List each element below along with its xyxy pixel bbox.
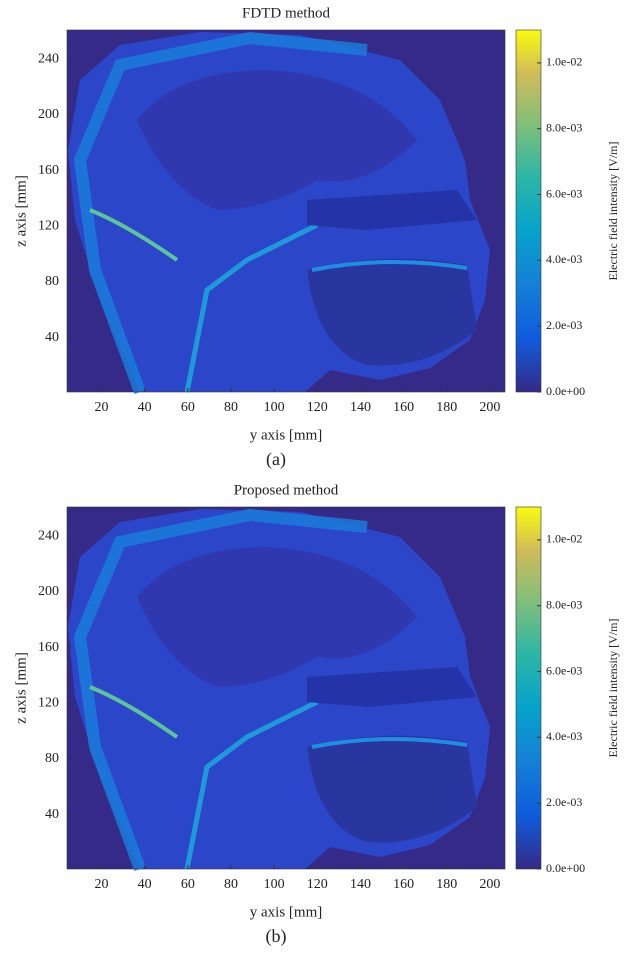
colorbar-tick-label: 0.0e+00 — [546, 861, 585, 875]
x-tick-label: 140 — [350, 877, 371, 892]
colorbar-tick-label: 1.0e-02 — [546, 55, 582, 69]
tongue-line — [311, 259, 468, 272]
x-tick-label: 20 — [95, 877, 109, 892]
airway — [184, 699, 319, 870]
colorbar-tick-label: 4.0e-03 — [546, 729, 582, 743]
x-tick-label: 140 — [350, 400, 371, 415]
nasal-region — [307, 190, 477, 230]
plot-frame — [66, 506, 506, 870]
x-tick-label: 60 — [181, 877, 195, 892]
y-tick-label: 40 — [45, 807, 59, 822]
colorbar-tick-label: 6.0e-03 — [546, 186, 582, 200]
skin-band — [73, 508, 368, 872]
y-tick-label: 80 — [45, 751, 59, 766]
x-tick-label: 160 — [393, 400, 414, 415]
x-tick-label: 200 — [479, 400, 500, 415]
x-tick-label: 120 — [307, 400, 328, 415]
y-tick-label: 240 — [38, 528, 59, 543]
colorbar-label: Electric field intensity [V/m] — [606, 619, 620, 758]
bright-line — [89, 685, 179, 739]
x-tick-label: 40 — [138, 400, 152, 415]
x-tick-label: 200 — [479, 877, 500, 892]
colorbar-tick-label: 6.0e-03 — [546, 663, 582, 677]
x-tick-label: 160 — [393, 877, 414, 892]
chart-title: Proposed method — [234, 482, 339, 498]
y-tick-label: 240 — [38, 51, 59, 66]
heatmap — [67, 507, 505, 872]
colorbar — [515, 29, 542, 393]
skin-band — [73, 31, 368, 395]
y-tick-label: 160 — [38, 640, 59, 655]
colorbar-tick-label: 8.0e-03 — [546, 597, 582, 611]
caption: (a) — [266, 449, 286, 470]
mouth-region — [307, 735, 477, 843]
colorbar-tick-label: 8.0e-03 — [546, 120, 582, 134]
x-tick-label: 80 — [224, 400, 238, 415]
y-tick-label: 40 — [45, 330, 59, 345]
y-tick-label: 120 — [38, 219, 59, 234]
x-tick-label: 60 — [181, 400, 195, 415]
x-axis-label: y axis [mm] — [250, 427, 323, 443]
x-tick-label: 100 — [264, 400, 285, 415]
x-tick-label: 80 — [224, 877, 238, 892]
brain-region — [137, 547, 417, 687]
colorbar — [515, 506, 542, 870]
nasal-region — [307, 667, 477, 707]
y-tick-label: 160 — [38, 163, 59, 178]
tongue-line — [311, 736, 468, 749]
y-tick-label: 200 — [38, 584, 59, 599]
mouth-region — [307, 258, 477, 366]
colorbar-tick-label: 0.0e+00 — [546, 384, 585, 398]
x-axis-label: y axis [mm] — [250, 904, 323, 920]
x-tick-label: 120 — [307, 877, 328, 892]
y-tick-label: 120 — [38, 696, 59, 711]
x-tick-label: 180 — [436, 877, 457, 892]
x-tick-label: 180 — [436, 400, 457, 415]
plot-frame — [66, 29, 506, 393]
caption: (b) — [266, 926, 287, 947]
chart-title: FDTD method — [242, 5, 330, 21]
x-tick-label: 40 — [138, 877, 152, 892]
y-axis-label: z axis [mm] — [13, 175, 29, 247]
colorbar-tick-label: 1.0e-02 — [546, 532, 582, 546]
heatmap — [67, 30, 505, 395]
y-tick-label: 200 — [38, 107, 59, 122]
colorbar-label: Electric field intensity [V/m] — [606, 142, 620, 281]
y-tick-label: 80 — [45, 274, 59, 289]
colorbar-tick-label: 2.0e-03 — [546, 795, 582, 809]
brain-region — [137, 70, 417, 210]
bright-line — [89, 208, 179, 262]
airway — [184, 222, 319, 393]
colorbar-tick-label: 4.0e-03 — [546, 252, 582, 266]
colorbar-tick-label: 2.0e-03 — [546, 318, 582, 332]
x-tick-label: 20 — [95, 400, 109, 415]
x-tick-label: 100 — [264, 877, 285, 892]
y-axis-label: z axis [mm] — [13, 652, 29, 724]
